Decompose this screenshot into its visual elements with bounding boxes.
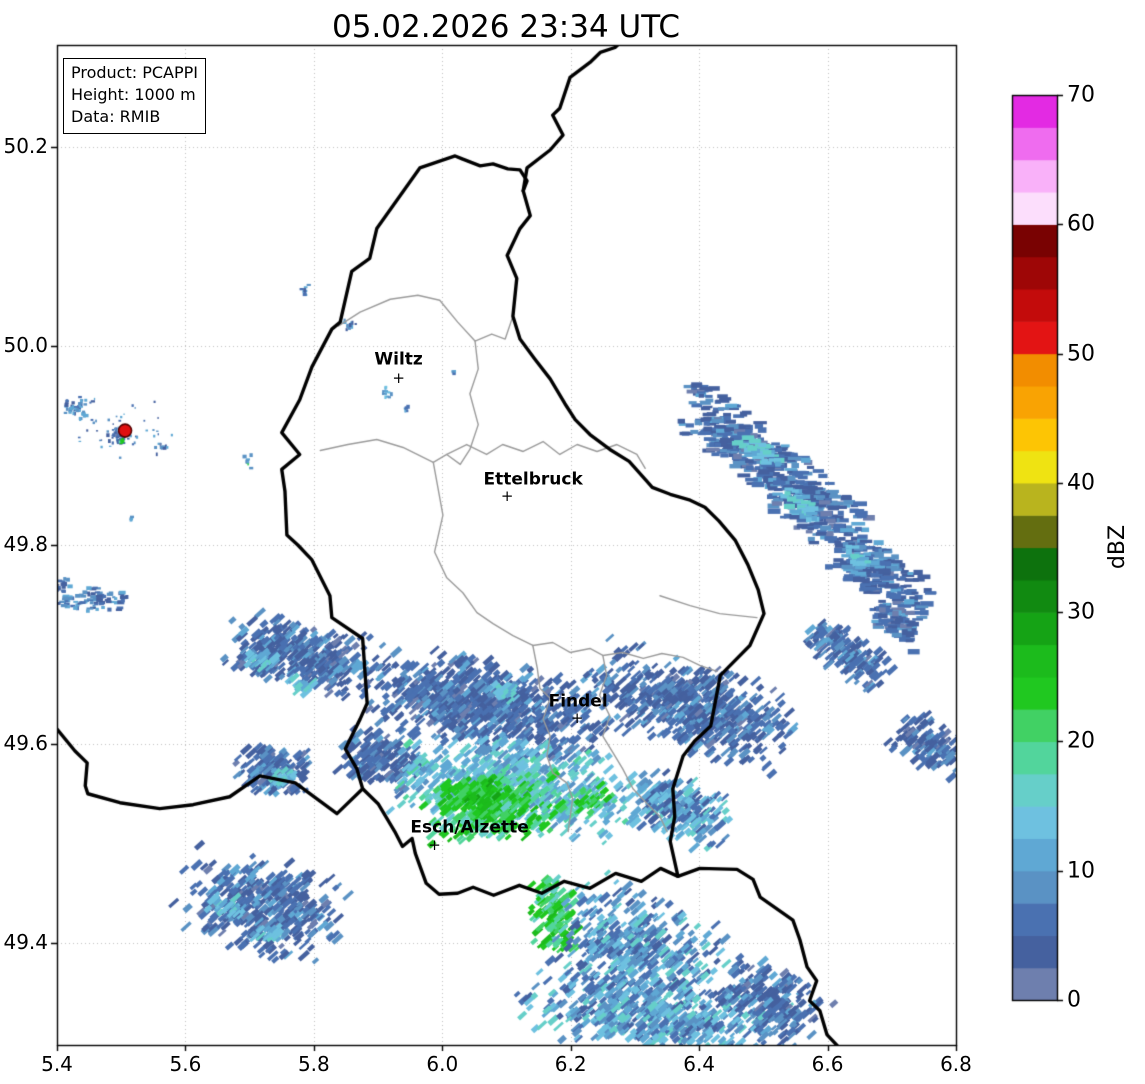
x-tick-label: 6.0 — [426, 1052, 459, 1076]
colorbar-tick-label: 70 — [1067, 82, 1095, 108]
x-tick-label: 6.6 — [811, 1052, 844, 1076]
y-tick-label: 49.6 — [3, 731, 48, 756]
y-tick-label: 50.2 — [3, 134, 48, 159]
colorbar-tick-label: 30 — [1067, 599, 1095, 625]
colorbar-tick-label: 40 — [1067, 470, 1095, 496]
city-label: Esch/Alzette — [410, 817, 529, 838]
city-marker: + — [428, 836, 441, 855]
colorbar-tick-label: 0 — [1067, 987, 1081, 1013]
city-marker: + — [500, 487, 514, 506]
x-tick-label: 5.8 — [297, 1052, 330, 1076]
y-tick-label: 49.4 — [3, 930, 48, 955]
info-line-height: Height: 1000 m — [71, 85, 196, 105]
y-tick-label: 50.0 — [3, 333, 48, 358]
colorbar-tick-label: 60 — [1067, 211, 1095, 237]
colorbar-tick-label: 10 — [1067, 858, 1095, 884]
city-label: Ettelbruck — [483, 469, 583, 490]
colorbar-tick-label: 20 — [1067, 728, 1095, 754]
info-line-product: Product: PCAPPI — [71, 63, 199, 82]
y-tick-label: 49.8 — [3, 532, 48, 557]
info-line-data: Data: RMIB — [71, 107, 161, 127]
colorbar-axis-label: dBZ — [1105, 524, 1130, 570]
city-marker: + — [570, 709, 584, 728]
x-tick-label: 5.6 — [169, 1052, 202, 1076]
x-tick-label: 6.4 — [683, 1052, 716, 1076]
page-title: 05.02.2026 23:34 UTC — [332, 9, 680, 45]
city-label: Wiltz — [374, 349, 423, 370]
product-info-box: Product: PCAPPI Height: 1000 m Data: RMI… — [63, 58, 207, 135]
x-tick-label: 6.2 — [554, 1052, 587, 1076]
city-marker: + — [392, 369, 405, 388]
city-label: Findel — [548, 691, 608, 712]
x-tick-label: 6.8 — [940, 1052, 972, 1076]
x-tick-label: 5.4 — [41, 1052, 73, 1076]
colorbar-tick-label: 50 — [1067, 341, 1095, 367]
